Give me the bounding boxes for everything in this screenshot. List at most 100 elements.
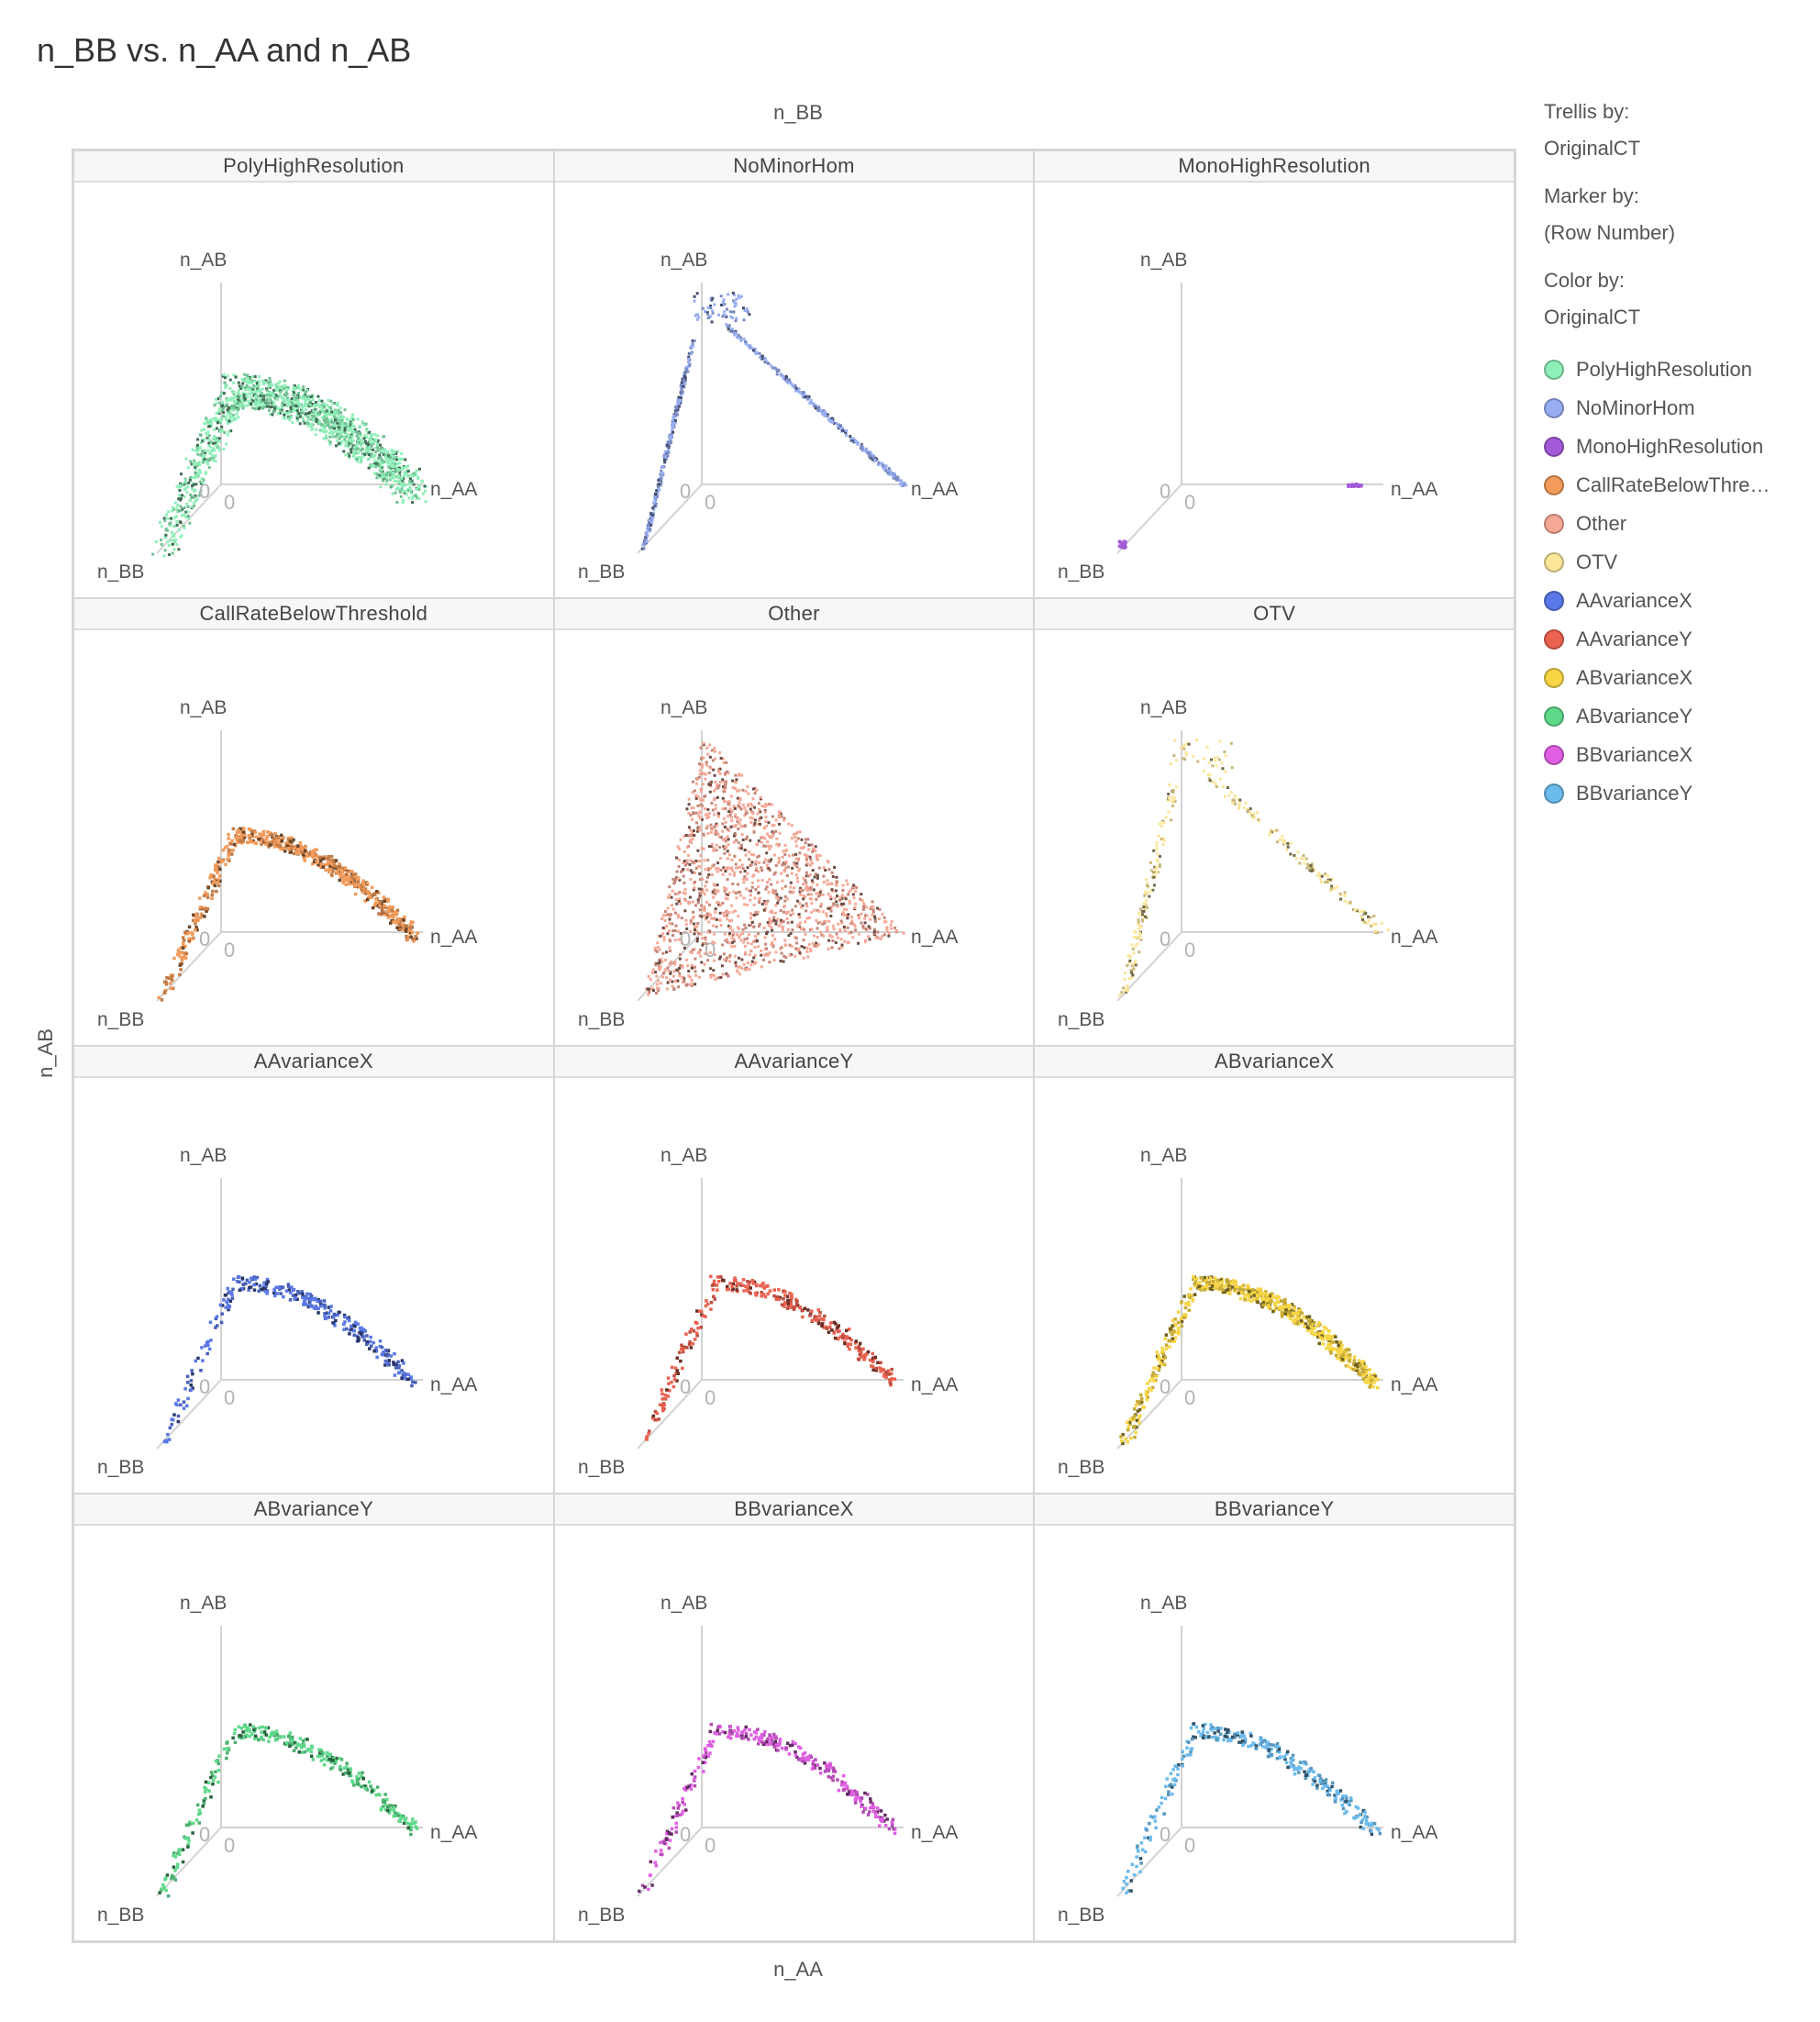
data-point [861, 902, 865, 905]
data-point [734, 302, 738, 306]
data-point [716, 890, 719, 894]
data-point [182, 939, 186, 942]
data-point [1214, 756, 1217, 760]
data-point [716, 901, 720, 904]
trellis-panel[interactable]: NoMinorHom n_AB n_AA n_BB 0 0 [553, 150, 1035, 598]
data-point [177, 954, 182, 958]
data-point [406, 928, 410, 932]
data-point [730, 858, 734, 861]
data-point [684, 834, 688, 837]
data-point [879, 937, 882, 940]
data-point [815, 856, 818, 860]
data-point [1224, 794, 1227, 798]
data-point [716, 883, 719, 887]
data-point [316, 422, 320, 426]
data-point [681, 868, 684, 871]
data-point [709, 780, 713, 783]
data-point [738, 818, 742, 822]
data-point [711, 768, 715, 772]
trellis-panel[interactable]: CallRateBelowThreshold n_AB n_AA n_BB 0 0 [73, 598, 554, 1046]
data-point [1225, 754, 1228, 758]
trellis-panel[interactable]: AAvarianceX n_AB n_AA n_BB 0 0 [73, 1046, 554, 1494]
data-point [1209, 779, 1213, 783]
data-point [412, 474, 416, 478]
data-point [703, 952, 706, 956]
data-point [225, 442, 228, 446]
data-point [699, 904, 703, 907]
data-point [1331, 877, 1335, 881]
data-point [686, 358, 690, 361]
data-point [163, 519, 167, 522]
data-point [830, 417, 834, 421]
data-point [289, 409, 293, 413]
data-point [347, 452, 350, 455]
data-point [194, 928, 197, 932]
data-point [751, 956, 755, 960]
data-point [254, 394, 258, 398]
data-point [866, 451, 870, 455]
data-point [818, 920, 822, 924]
data-point [187, 939, 192, 944]
data-point [218, 419, 222, 423]
data-point [1207, 772, 1211, 776]
data-point [851, 883, 855, 887]
trellis-panel[interactable]: PolyHighResolution n_AB n_AA n_BB 0 0 [73, 150, 554, 598]
data-point [702, 794, 705, 798]
data-point [812, 847, 816, 850]
data-point [239, 387, 242, 390]
data-point [676, 916, 680, 919]
data-point [333, 1324, 337, 1328]
data-point [881, 466, 884, 470]
data-point [1182, 757, 1186, 761]
data-point [385, 913, 389, 917]
trellis-panel[interactable]: Other n_AB n_AA n_BB 0 0 [553, 598, 1035, 1046]
data-point [356, 456, 360, 460]
data-point [338, 422, 342, 426]
data-point [327, 398, 330, 402]
data-point [746, 344, 749, 348]
data-point [356, 1336, 361, 1339]
data-point [1326, 874, 1329, 878]
data-point [700, 765, 704, 769]
data-point [771, 945, 775, 949]
data-point [311, 861, 315, 866]
data-point [805, 905, 808, 908]
data-point [736, 828, 739, 830]
trellis-panel[interactable]: OTV n_AB n_AA n_BB 0 0 [1034, 598, 1515, 1046]
data-point [894, 928, 898, 932]
data-point [679, 932, 682, 935]
data-point [688, 950, 692, 954]
data-point [267, 845, 271, 849]
data-point [668, 946, 671, 950]
data-point [323, 862, 327, 867]
data-point [874, 936, 878, 939]
data-point [315, 428, 318, 431]
data-point [342, 1313, 347, 1317]
data-point [176, 1419, 181, 1424]
data-point [279, 390, 283, 394]
data-point [359, 456, 362, 460]
data-point [677, 395, 681, 399]
data-point [387, 1359, 391, 1363]
data-point [673, 413, 677, 417]
data-point [375, 1355, 379, 1360]
data-point [399, 917, 404, 921]
data-point [752, 903, 756, 906]
data-point [703, 884, 706, 888]
data-point [721, 822, 725, 826]
data-point [679, 838, 682, 841]
data-point [652, 494, 656, 498]
data-point [166, 1432, 170, 1437]
data-point [230, 852, 234, 856]
data-point [1143, 907, 1147, 911]
data-point [659, 982, 662, 985]
data-point [1192, 755, 1195, 759]
trellis-panel[interactable]: MonoHighResolution n_AB n_AA n_BB 0 0 [1034, 150, 1515, 598]
